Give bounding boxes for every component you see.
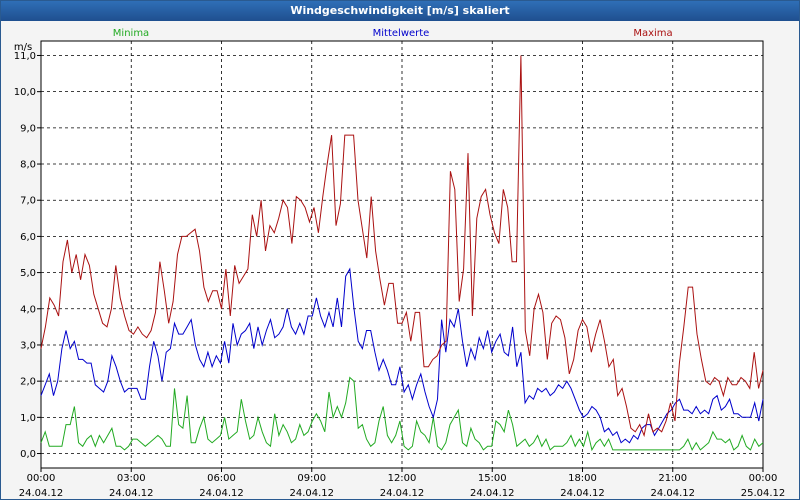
y-tick-label: 0,0 [20,449,36,460]
series-line-maxima [40,55,764,438]
x-tick-date-label: 24.04.12 [470,488,515,499]
y-tick-label: 6,0 [20,232,36,243]
x-tick-date-label: 24.04.12 [650,488,695,499]
y-tick-label: 4,0 [20,304,36,315]
x-tick-time-label: 18:00 [568,473,597,484]
x-tick-date-label: 24.04.12 [289,488,334,499]
y-tick-label: 11,0 [14,51,36,62]
x-tick-time-label: 21:00 [658,473,687,484]
x-axis: 00:00 24.04.12 03:00 24.04.12 06:00 24.04.12 0… [19,468,786,499]
x-tick-time-label: 06:00 [207,473,236,484]
x-tick-time-label: 09:00 [297,473,326,484]
grid-lines [41,41,763,468]
y-tick-label: 9,0 [20,123,36,134]
x-tick-time-label: 12:00 [388,473,417,484]
x-tick-time-label: 03:00 [117,473,146,484]
y-tick-label: 7,0 [20,196,36,207]
y-axis-unit-label: m/s [14,42,32,53]
series-line-mittelwerte [40,267,764,444]
x-tick-date-label: 25.04.12 [741,488,786,499]
y-axis: 0,0 1,0 2,0 3,0 4,0 5,0 6,0 7,0 8,0 9,0 10,0 11,0 [14,51,41,460]
x-tick-date-label: 24.04.12 [560,488,605,499]
y-tick-label: 2,0 [20,377,36,388]
y-tick-label: 5,0 [20,268,36,279]
x-tick-time-label: 15:00 [478,473,507,484]
y-tick-label: 3,0 [20,340,36,351]
series-lines [40,55,764,452]
legend-mittelwerte: Mittelwerte [373,28,430,39]
x-tick-time-label: 00:00 [27,473,56,484]
y-tick-label: 10,0 [14,87,36,98]
x-tick-date-label: 24.04.12 [199,488,244,499]
wind-speed-chart: Minima Mittelwerte Maxima m/s 0,0 1,0 2,0 3… [14,28,786,499]
series-line-minima [40,376,764,452]
y-tick-label: 8,0 [20,160,36,171]
window-title: Windgeschwindigkeit [m/s] skaliert [1,1,799,21]
x-tick-date-label: 24.04.12 [109,488,154,499]
x-tick-date-label: 24.04.12 [19,488,64,499]
legend-maxima: Maxima [633,28,672,39]
y-tick-label: 1,0 [20,413,36,424]
x-tick-time-label: 00:00 [749,473,778,484]
legend-minima: Minima [113,28,149,39]
x-tick-date-label: 24.04.12 [380,488,425,499]
